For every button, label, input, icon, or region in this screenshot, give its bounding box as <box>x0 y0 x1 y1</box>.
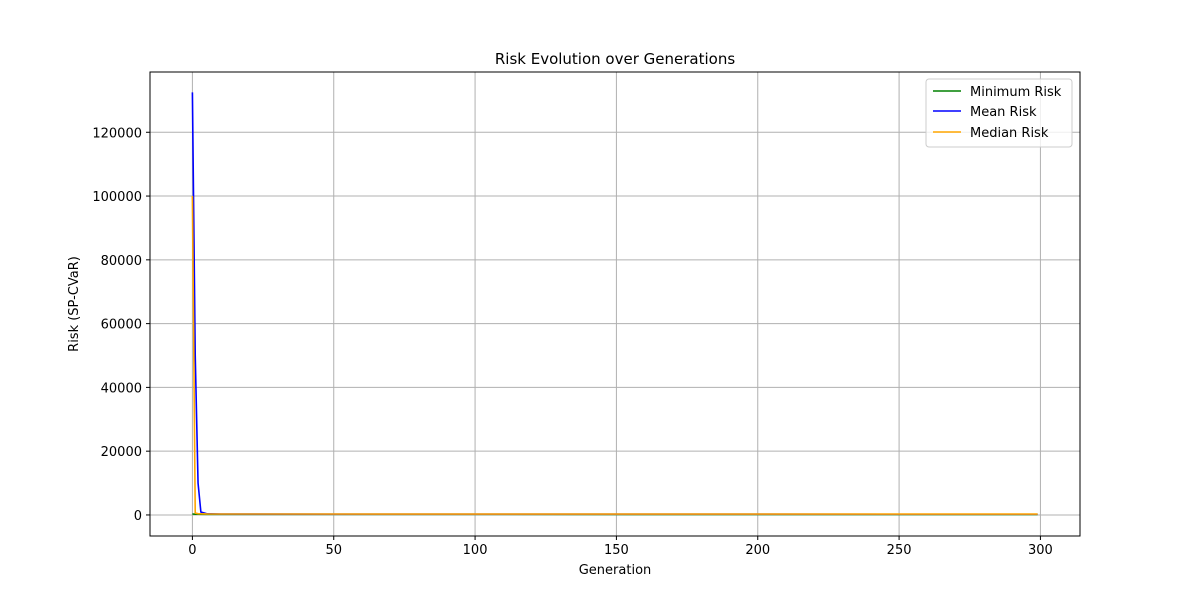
series-line-median-risk <box>191 196 1038 515</box>
y-tick-label: 120000 <box>92 126 142 141</box>
plot-frame <box>149 71 1081 537</box>
legend: Minimum Risk Mean Risk Median Risk <box>925 78 1073 148</box>
x-tick-label: 50 <box>325 543 342 558</box>
y-tick-label: 80000 <box>101 254 142 269</box>
x-tick-label: 200 <box>745 543 770 558</box>
legend-box <box>925 78 1073 148</box>
legend-label-minimum-risk: Minimum Risk <box>970 85 1062 100</box>
y-axis-label: Risk (SP-CVaR) <box>67 256 82 352</box>
legend-label-median-risk: Median Risk <box>970 126 1049 141</box>
chart-title: Risk Evolution over Generations <box>495 50 735 68</box>
x-tick-label: 100 <box>463 543 488 558</box>
series-lines <box>191 92 1038 516</box>
axis-ticks: 0 50 100 150 200 250 300 0 20000 40000 60000 80000 1… <box>92 126 1052 558</box>
y-tick-label: 40000 <box>101 381 142 396</box>
y-tick-label: 100000 <box>92 190 142 205</box>
x-tick-label: 0 <box>188 543 196 558</box>
x-tick-label: 250 <box>887 543 912 558</box>
y-tick-label: 0 <box>134 509 142 524</box>
y-tick-label: 60000 <box>101 318 142 333</box>
x-axis-label: Generation <box>579 563 652 578</box>
x-tick-label: 300 <box>1028 543 1053 558</box>
legend-label-mean-risk: Mean Risk <box>970 105 1037 120</box>
y-tick-label: 20000 <box>101 445 142 460</box>
x-tick-label: 150 <box>604 543 629 558</box>
